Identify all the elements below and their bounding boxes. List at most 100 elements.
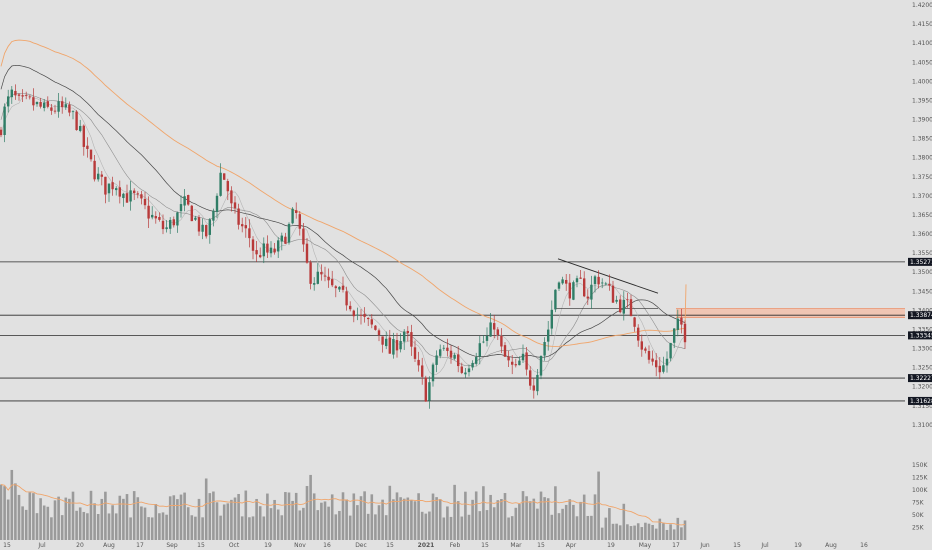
volume-bar <box>564 504 568 540</box>
candle-body <box>417 359 420 366</box>
price-axis[interactable]: 1.42000 1.41500 1.41000 1.40500 1.40000 1.395… <box>912 2 932 429</box>
candle-body <box>39 101 42 107</box>
price-tick-label: 1.32500 <box>912 365 932 372</box>
price-tick-label: 1.35500 <box>912 250 932 257</box>
candle-body <box>154 216 157 219</box>
time-tick-label: Aug <box>825 542 837 549</box>
volume-bar <box>521 491 525 540</box>
resistance-zone-rect <box>676 308 905 318</box>
volume-bar <box>334 514 338 540</box>
time-tick-label: 15 <box>197 542 205 549</box>
candle-body <box>7 96 10 107</box>
volume-bar <box>194 516 197 540</box>
volume-bar <box>276 509 280 540</box>
candle-body <box>381 336 384 345</box>
volume-ma-line <box>0 484 686 526</box>
candle-body <box>550 309 553 329</box>
volume-bar <box>266 493 269 540</box>
volume-bar <box>176 499 179 540</box>
candle-body <box>17 94 21 96</box>
volume-axis: 150K 125K 100K 75K 50K 25K <box>912 462 928 532</box>
candle-body <box>201 224 204 232</box>
candle-body <box>104 176 107 195</box>
candle-body <box>665 358 669 366</box>
candle-body <box>14 90 17 96</box>
candle-body <box>25 95 28 97</box>
candle-body <box>410 332 413 347</box>
time-axis[interactable]: 15 Jul 20 Aug 17 Sep 15 Oct 19 Nov 16 Dec 15 2021 Feb 1… <box>3 542 868 549</box>
volume-bar <box>446 506 449 540</box>
volume-bar <box>78 507 82 540</box>
candle-body <box>291 208 294 224</box>
price-tick-label: 1.37000 <box>912 193 932 200</box>
volume-bar <box>327 506 330 540</box>
time-tick-label: Oct <box>229 542 240 549</box>
candle-body <box>586 296 589 299</box>
candle-body <box>363 313 366 317</box>
volume-bar <box>104 491 107 540</box>
candle-body <box>97 173 100 180</box>
volume-bar <box>582 494 586 540</box>
candle-body <box>255 250 258 255</box>
volume-bar <box>683 520 687 540</box>
volume-bar <box>417 493 420 540</box>
volume-bar <box>248 517 251 540</box>
volume-bar <box>654 528 658 540</box>
volume-bar <box>384 515 388 540</box>
volume-bar <box>323 501 327 540</box>
candle-body <box>230 190 233 204</box>
candle-body <box>471 362 474 368</box>
time-tick-label: 16 <box>323 542 331 549</box>
level-tag-label: 1.31628 <box>910 398 932 405</box>
candle-body <box>644 348 647 351</box>
candle-body <box>334 286 337 289</box>
candle-body <box>583 278 586 297</box>
candle-body <box>118 187 121 197</box>
candle-body <box>647 351 651 360</box>
candle-body <box>61 101 64 108</box>
candle-body <box>327 276 330 281</box>
time-tick-label: Sep <box>166 542 178 549</box>
volume-bar <box>539 491 543 540</box>
candle-body <box>608 283 611 286</box>
candle-body <box>133 190 136 194</box>
volume-bar <box>410 499 413 540</box>
moving-average-line <box>0 92 686 367</box>
volume-bar <box>341 492 345 540</box>
candle-body <box>626 299 629 301</box>
candle-body <box>485 335 489 341</box>
volume-bar <box>352 493 356 540</box>
candle-body <box>493 323 496 330</box>
candle-body <box>341 285 345 290</box>
candle-body <box>269 247 273 254</box>
volume-bar <box>478 511 482 540</box>
candle-body <box>262 243 265 257</box>
volume-bar <box>651 524 654 540</box>
candle-body <box>309 262 312 284</box>
volume-bar <box>629 526 633 540</box>
volume-bar <box>532 498 536 540</box>
price-tick-label: 1.36000 <box>912 231 932 238</box>
volume-bar <box>467 514 471 540</box>
candle-body <box>212 210 215 221</box>
candle-body <box>266 243 269 253</box>
candle-body <box>46 101 49 107</box>
volume-bar <box>244 490 248 540</box>
volume-tick-label: 150K <box>912 462 928 469</box>
candle-body <box>539 355 543 376</box>
candle-body <box>421 365 424 377</box>
candle-body <box>320 271 323 275</box>
candle-body <box>107 183 111 194</box>
candle-body <box>507 356 510 361</box>
candle-body <box>161 220 165 230</box>
candle-body <box>125 193 129 203</box>
candle-body <box>529 370 532 386</box>
level-tag-label: 1.32227 <box>910 375 932 382</box>
volume-bar <box>96 514 100 540</box>
time-tick-label: 17 <box>672 542 680 549</box>
volume-bar <box>363 491 366 540</box>
volume-bar <box>154 504 158 540</box>
volume-tick-label: 75K <box>912 500 925 507</box>
